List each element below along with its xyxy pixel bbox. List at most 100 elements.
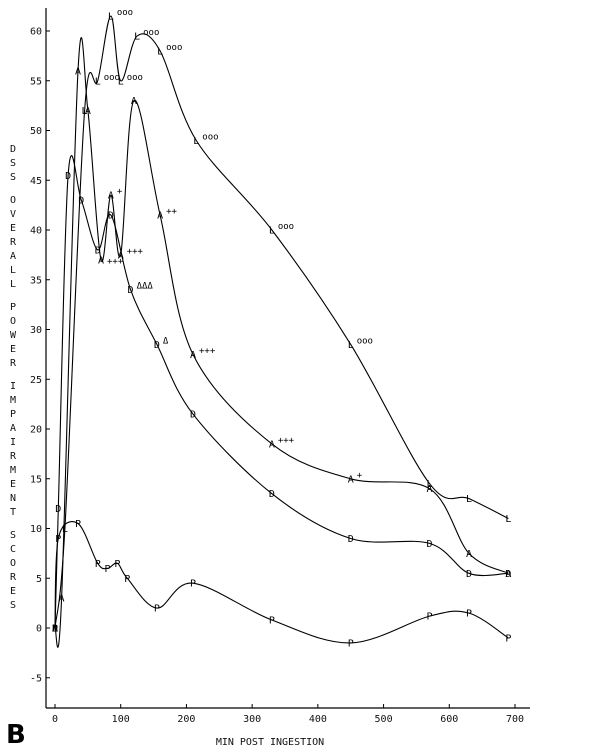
y-tick-label: 55: [30, 76, 42, 87]
series-markers: LLLLLLLLLLLLLLAAAAAAAAAAAAAAADDDDDDDDDDD…: [52, 12, 511, 650]
y-axis-label-char: D: [10, 144, 16, 155]
significance-annotation: +: [357, 471, 363, 481]
data-point-L: L: [466, 494, 472, 505]
data-point-D: D: [108, 211, 114, 222]
y-axis-label-char: N: [10, 493, 16, 504]
data-point-D: D: [95, 245, 101, 256]
x-tick-label: 400: [309, 714, 327, 725]
y-axis-label-char: S: [10, 158, 16, 169]
y-axis-label-char: W: [10, 330, 17, 341]
data-point-A: A: [348, 474, 354, 485]
data-point-A: A: [59, 594, 65, 605]
series-line-P: [54, 521, 509, 644]
significance-annotation: +: [117, 187, 123, 197]
y-tick-label: 0: [36, 624, 42, 635]
y-tick-label: -5: [30, 673, 42, 684]
data-point-P: P: [427, 612, 433, 623]
data-point-L: L: [108, 12, 114, 23]
y-axis-label-char: E: [10, 223, 16, 234]
y-axis-label-char: S: [10, 530, 16, 541]
axes: [45, 8, 530, 709]
significance-annotation: ooo: [202, 132, 218, 142]
data-point-A: A: [52, 624, 58, 635]
data-point-D: D: [78, 196, 84, 207]
data-point-A: A: [190, 350, 196, 361]
data-point-A: A: [269, 439, 275, 450]
significance-annotation: ooo: [117, 8, 133, 18]
y-tick-label: 50: [30, 126, 42, 137]
data-point-L: L: [269, 226, 275, 237]
data-point-A: A: [108, 191, 114, 202]
data-point-P: P: [348, 638, 354, 649]
significance-annotation: +++: [107, 257, 124, 267]
y-axis-label-char: P: [10, 409, 16, 420]
data-point-L: L: [134, 31, 140, 42]
significance-annotation: +++: [278, 436, 295, 446]
y-axis-label-char: S: [10, 172, 16, 183]
significance-annotation: ooo: [143, 28, 159, 38]
y-tick-label: 45: [30, 176, 42, 187]
y-axis-label-char: C: [10, 544, 16, 555]
data-point-P: P: [505, 633, 511, 644]
significance-annotation: ooo: [166, 43, 182, 53]
y-axis-label-char: I: [10, 381, 16, 392]
x-tick-label: 600: [440, 714, 458, 725]
significance-annotation: ooo: [278, 222, 294, 232]
data-point-D: D: [348, 534, 354, 545]
y-tick-label: 15: [30, 474, 42, 485]
data-point-D: D: [427, 539, 433, 550]
data-point-L: L: [193, 136, 199, 147]
data-point-A: A: [131, 96, 137, 107]
y-tick-label: 40: [30, 226, 42, 237]
y-axis-label-char: T: [10, 507, 16, 518]
y-axis-label-char: R: [10, 358, 17, 369]
y-axis-label-char: E: [10, 344, 16, 355]
x-tick-label: 200: [177, 714, 195, 725]
data-point-P: P: [466, 609, 472, 620]
significance-annotation: ooo: [127, 73, 143, 83]
y-axis-label-char: L: [10, 279, 16, 290]
y-tick-label: 35: [30, 275, 42, 286]
data-point-P: P: [190, 579, 196, 590]
data-point-P: P: [124, 574, 130, 585]
significance-annotation: ooo: [357, 336, 373, 346]
data-point-D: D: [466, 569, 472, 580]
y-axis-label-char: E: [10, 586, 16, 597]
y-axis-label-char: M: [10, 395, 16, 406]
data-point-D: D: [269, 489, 275, 500]
data-point-L: L: [427, 479, 433, 490]
y-axis-label-char: A: [10, 423, 16, 434]
x-axis-label: MIN POST INGESTION: [216, 737, 324, 748]
significance-annotation: ooo: [104, 73, 120, 83]
data-point-A: A: [505, 569, 511, 580]
data-point-A: A: [466, 549, 472, 560]
data-point-P: P: [269, 616, 275, 627]
data-point-L: L: [52, 624, 58, 635]
x-tick-label: 700: [506, 714, 524, 725]
data-point-L: L: [348, 340, 354, 351]
significance-annotation: ΔΔΔ: [137, 282, 154, 292]
y-axis-label-char: E: [10, 479, 16, 490]
y-axis-label-char: O: [10, 316, 16, 327]
data-point-A: A: [118, 250, 124, 261]
series-lines: [54, 15, 509, 648]
significance-annotation: +++: [199, 346, 216, 356]
significance-annotation: Δ: [163, 336, 169, 346]
series-line-A: [54, 37, 509, 648]
y-axis-label-char: R: [10, 572, 17, 583]
data-point-P: P: [95, 559, 101, 570]
x-tick-label: 300: [243, 714, 261, 725]
data-point-D: D: [52, 624, 58, 635]
data-point-A: A: [157, 211, 163, 222]
data-point-L: L: [505, 514, 511, 525]
y-tick-label: 20: [30, 425, 42, 436]
data-point-P: P: [105, 564, 111, 575]
y-axis-label-char: O: [10, 558, 16, 569]
panel-label: B: [6, 720, 26, 750]
significance-annotation: ++: [166, 207, 177, 217]
y-tick-label: 10: [30, 524, 42, 535]
data-point-A: A: [85, 106, 91, 117]
